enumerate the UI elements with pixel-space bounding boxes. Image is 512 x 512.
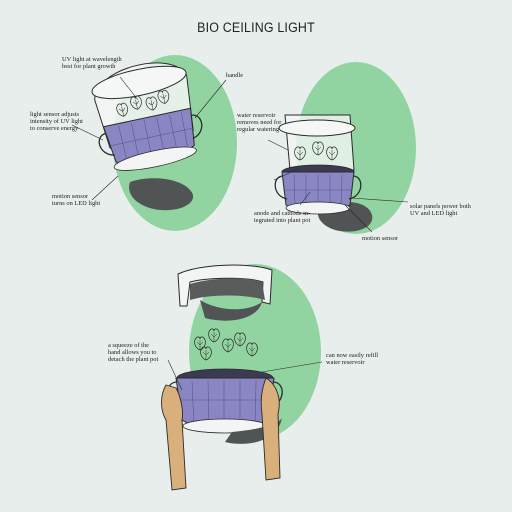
- page-title: BIO CEILING LIGHT: [197, 20, 315, 35]
- pot-assembly-1: [91, 62, 203, 171]
- label-squeeze: a squeeze of the hand allows you to deta…: [108, 342, 159, 364]
- label-solar-panels: solar panels power both UV and LED light: [410, 203, 471, 218]
- diagram-2: [267, 62, 416, 234]
- diagram-3: [161, 264, 323, 491]
- hand-icon: [161, 384, 187, 491]
- label-anode-cathode: anode and cathode in- tegrated into plan…: [254, 210, 311, 225]
- label-handle: handle: [226, 72, 244, 79]
- label-light-sensor: light sensor adjusts intensity of UV lig…: [30, 111, 83, 133]
- label-refill: can now easily refill water reservoir: [326, 352, 378, 367]
- label-motion-sensor-2: motion sensor: [362, 235, 399, 242]
- shadow-1: [129, 178, 194, 211]
- label-uv-light: UV light at wavelength best for plant gr…: [62, 56, 122, 71]
- diagram-1: [71, 55, 237, 231]
- label-water-reservoir: water reservoir removes need for regular…: [237, 112, 282, 134]
- label-motion-sensor-1: motion sensor turns on LED light: [52, 193, 101, 208]
